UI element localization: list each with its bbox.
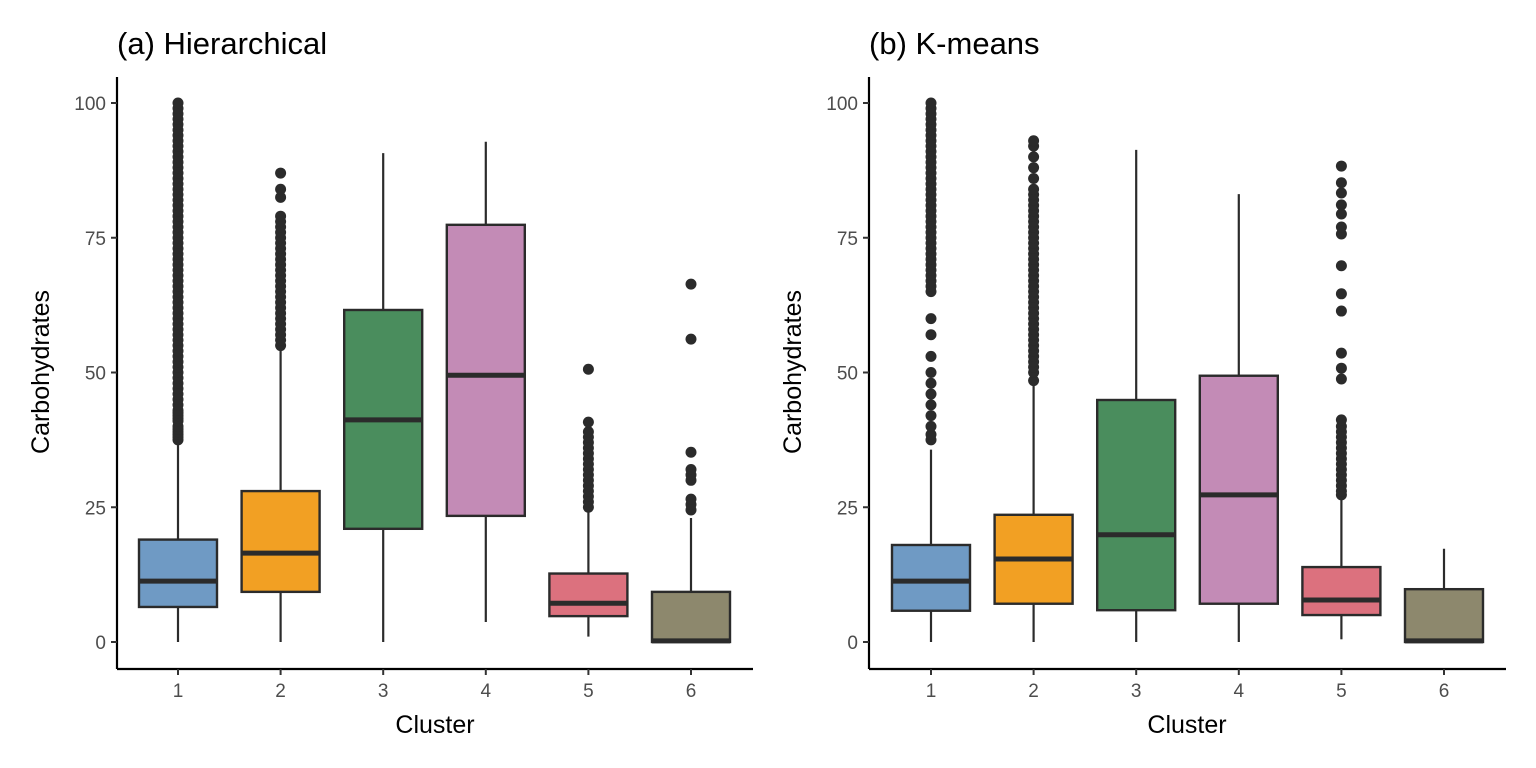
outlier-point — [1335, 373, 1347, 385]
plot-area: 0 25 50 75 100 1 2 3 4 5 6 — [826, 77, 1506, 702]
outlier-point — [685, 333, 697, 345]
outlier-point — [925, 367, 937, 378]
outlier-point — [1335, 177, 1347, 189]
outlier-point — [925, 388, 937, 400]
outlier-point — [1028, 151, 1040, 163]
y-tick-label: 50 — [837, 364, 858, 385]
box-cluster-4 — [445, 141, 526, 623]
outlier-point — [275, 210, 287, 222]
y-tick-label: 75 — [837, 229, 858, 250]
outlier-point — [1335, 362, 1347, 374]
outlier-point — [685, 278, 697, 290]
outlier-point — [582, 363, 594, 375]
outlier-point — [1335, 221, 1347, 233]
outlier-point — [1028, 183, 1040, 195]
x-tick-label: 6 — [1439, 681, 1450, 702]
y-tick-label: 25 — [837, 498, 858, 519]
outlier-point — [685, 493, 697, 505]
x-tick-label: 4 — [1234, 681, 1245, 702]
outlier-point — [1335, 187, 1347, 199]
y-axis-label: Carbohydrates — [27, 290, 55, 454]
x-tick-label: 3 — [378, 681, 389, 702]
outlier-point — [1335, 199, 1347, 211]
x-tick-label: 1 — [173, 681, 184, 702]
outlier-point — [1028, 172, 1040, 184]
outlier-point — [1028, 375, 1040, 387]
outlier-point — [925, 420, 937, 432]
iqr-box — [650, 590, 732, 644]
x-tick-label: 6 — [686, 681, 697, 702]
iqr-box — [240, 489, 321, 594]
x-tick-label: 5 — [583, 681, 594, 702]
panel-hierarchical: (a) Hierarchical Cluster Carbohydrates 0… — [27, 26, 753, 739]
outlier-point — [925, 428, 937, 440]
box-cluster-5 — [1301, 160, 1382, 640]
panel-title: (b) K-means — [869, 26, 1040, 61]
x-tick-label: 5 — [1336, 681, 1347, 702]
x-axis-label: Cluster — [395, 711, 474, 739]
outlier-point — [1335, 288, 1347, 300]
box-cluster-3 — [343, 153, 424, 642]
iqr-box — [445, 223, 526, 518]
box-cluster-6 — [1403, 548, 1485, 644]
outlier-point — [685, 446, 697, 458]
plot-area: 0 25 50 75 100 1 2 3 4 5 6 — [74, 77, 753, 702]
box-cluster-2 — [240, 167, 321, 642]
outlier-point — [582, 416, 594, 428]
outlier-point — [275, 191, 287, 203]
outlier-point — [172, 97, 184, 109]
outlier-point — [1335, 347, 1347, 359]
outlier-point — [275, 167, 287, 179]
box-cluster-5 — [548, 363, 629, 637]
y-tick-label: 0 — [847, 633, 858, 654]
x-axis-label: Cluster — [1147, 711, 1226, 739]
panel-kmeans: (b) K-means Cluster Carbohydrates 025507… — [779, 26, 1506, 739]
outlier-point — [925, 399, 937, 411]
iqr-box — [137, 538, 219, 609]
outlier-point — [685, 464, 697, 476]
panel-title: (a) Hierarchical — [117, 26, 327, 61]
box-cluster-1 — [890, 97, 972, 642]
x-tick-label: 2 — [275, 681, 286, 702]
y-tick-label: 100 — [826, 94, 858, 115]
y-tick-label: 100 — [74, 94, 106, 115]
x-tick-label: 3 — [1131, 681, 1142, 702]
outlier-point — [1028, 135, 1040, 147]
iqr-box — [1403, 587, 1485, 644]
iqr-box — [548, 572, 629, 618]
x-tick-label: 4 — [481, 681, 492, 702]
box-cluster-2 — [993, 135, 1074, 642]
outlier-point — [275, 183, 287, 195]
outlier-point — [1335, 414, 1347, 426]
x-tick-label: 2 — [1028, 681, 1039, 702]
iqr-box — [890, 543, 972, 612]
outlier-point — [582, 426, 594, 438]
outlier-point — [1335, 160, 1347, 172]
iqr-box — [1095, 398, 1177, 612]
outlier-point — [925, 329, 937, 341]
outlier-point — [1028, 162, 1040, 174]
outlier-point — [925, 313, 937, 325]
box-cluster-6 — [650, 278, 732, 644]
y-tick-label: 25 — [85, 498, 106, 519]
box-cluster-1 — [137, 97, 219, 642]
outlier-point — [1335, 305, 1347, 317]
outlier-point — [1335, 208, 1347, 220]
y-tick-label: 75 — [85, 229, 106, 250]
y-tick-label: 0 — [95, 633, 106, 654]
y-axis-label: Carbohydrates — [779, 290, 807, 454]
outlier-point — [925, 97, 937, 109]
y-tick-label: 50 — [85, 364, 106, 385]
outlier-point — [925, 350, 937, 362]
box-cluster-3 — [1095, 149, 1177, 642]
iqr-box — [1198, 374, 1280, 605]
outlier-point — [925, 410, 937, 422]
x-tick-label: 1 — [926, 681, 937, 702]
iqr-box — [1301, 565, 1382, 617]
outlier-point — [925, 377, 937, 389]
outlier-point — [1335, 260, 1347, 272]
box-cluster-4 — [1198, 194, 1280, 642]
